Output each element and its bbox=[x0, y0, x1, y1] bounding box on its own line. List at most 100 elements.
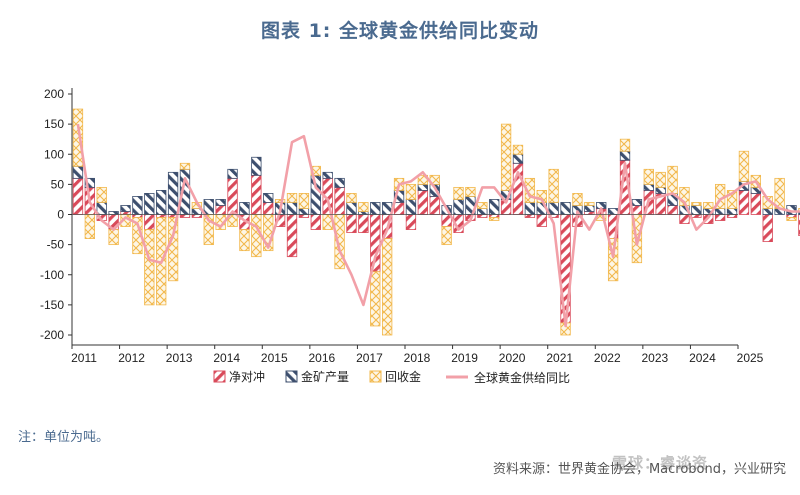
legend-label-mine_production: 金矿产量 bbox=[301, 369, 349, 384]
bar-net_hedging bbox=[298, 214, 310, 218]
bar-mine_production bbox=[417, 183, 428, 191]
bar-net_hedging bbox=[417, 189, 428, 215]
bar-recycling bbox=[405, 183, 417, 200]
bar-recycling bbox=[548, 168, 559, 203]
bar-recycling bbox=[536, 189, 547, 203]
x-tick-label: 2012 bbox=[118, 351, 145, 365]
bar-mine_production bbox=[691, 205, 702, 215]
bar-mine_production bbox=[334, 177, 345, 188]
x-tick-label: 2018 bbox=[404, 351, 431, 365]
bar-net_hedging bbox=[310, 214, 321, 230]
bar-recycling bbox=[84, 214, 95, 240]
source-note: 资料来源：世界黄金协会，Macrobond，兴业研究 bbox=[492, 462, 786, 477]
bar-recycling bbox=[703, 202, 714, 209]
bar-recycling bbox=[798, 208, 800, 212]
bar-recycling bbox=[370, 271, 381, 327]
bar-mine_production bbox=[227, 168, 238, 179]
bar-recycling bbox=[655, 171, 666, 188]
series-line-total bbox=[76, 123, 800, 328]
y-tick-label: 100 bbox=[44, 147, 64, 161]
bar-net_hedging bbox=[263, 202, 274, 215]
bar-mine_production bbox=[453, 199, 464, 215]
bar-mine_production bbox=[156, 189, 167, 215]
bar-net_hedging bbox=[393, 202, 405, 215]
bar-mine_production bbox=[298, 208, 310, 215]
bar-mine_production bbox=[607, 208, 619, 215]
bar-recycling bbox=[239, 229, 250, 252]
bar-net_hedging bbox=[429, 196, 440, 215]
bar-net_hedging bbox=[691, 214, 702, 218]
bar-mine_production bbox=[560, 202, 571, 215]
bar-net_hedging bbox=[715, 214, 726, 221]
bar-recycling bbox=[726, 189, 738, 209]
legend-swatch-net_hedging bbox=[213, 370, 226, 383]
bar-net_hedging bbox=[726, 214, 738, 218]
x-tick-label: 2023 bbox=[642, 351, 669, 365]
bar-mine_production bbox=[631, 199, 643, 206]
bar-recycling bbox=[358, 202, 369, 212]
bar-mine_production bbox=[72, 165, 84, 179]
bar-net_hedging bbox=[512, 162, 524, 215]
x-tick-label: 2011 bbox=[71, 351, 97, 365]
bar-mine_production bbox=[715, 208, 726, 215]
bar-mine_production bbox=[798, 211, 800, 215]
bar-mine_production bbox=[655, 186, 666, 194]
bar-mine_production bbox=[524, 202, 536, 215]
bar-net_hedging bbox=[405, 214, 417, 230]
y-tick-label: 50 bbox=[51, 177, 65, 191]
bar-mine_production bbox=[619, 150, 631, 161]
bar-mine_production bbox=[251, 156, 262, 176]
bar-net_hedging bbox=[358, 214, 369, 233]
bar-recycling bbox=[298, 193, 310, 209]
bar-net_hedging bbox=[227, 177, 238, 215]
y-tick-label: -50 bbox=[47, 238, 65, 252]
y-tick-label: 0 bbox=[57, 208, 64, 222]
bar-mine_production bbox=[489, 199, 500, 215]
bar-net_hedging bbox=[667, 205, 678, 215]
bar-mine_production bbox=[405, 199, 417, 215]
bar-recycling bbox=[607, 238, 619, 282]
y-tick-label: 150 bbox=[44, 117, 64, 131]
bar-net_hedging bbox=[584, 211, 595, 215]
bar-recycling bbox=[453, 186, 464, 200]
bar-mine_production bbox=[762, 208, 773, 215]
bar-recycling bbox=[144, 229, 155, 306]
bar-recycling bbox=[346, 193, 357, 203]
x-tick-label: 2020 bbox=[499, 351, 526, 365]
bar-recycling bbox=[619, 138, 631, 152]
bar-mine_production bbox=[584, 205, 595, 212]
bar-recycling bbox=[786, 217, 797, 221]
bar-recycling bbox=[465, 186, 476, 197]
bar-mine_production bbox=[120, 205, 131, 212]
x-tick-label: 2013 bbox=[166, 351, 193, 365]
bar-mine_production bbox=[726, 208, 738, 215]
bar-mine_production bbox=[346, 202, 357, 215]
bar-net_hedging bbox=[144, 214, 155, 230]
bar-net_hedging bbox=[191, 214, 203, 218]
bar-net_hedging bbox=[679, 214, 690, 224]
x-tick-label: 2019 bbox=[451, 351, 478, 365]
bar-mine_production bbox=[643, 183, 654, 191]
bar-mine_production bbox=[203, 199, 214, 215]
bar-net_hedging bbox=[762, 214, 773, 243]
y-tick-label: -100 bbox=[40, 268, 64, 282]
bar-net_hedging bbox=[489, 214, 500, 218]
bar-recycling bbox=[441, 226, 452, 246]
bar-mine_production bbox=[548, 202, 559, 215]
bar-net_hedging bbox=[286, 214, 298, 258]
bar-mine_production bbox=[144, 193, 155, 215]
bar-recycling bbox=[251, 214, 262, 258]
bar-net_hedging bbox=[750, 193, 761, 215]
bar-net_hedging bbox=[72, 177, 84, 215]
x-tick-label: 2014 bbox=[213, 351, 240, 365]
x-tick-label: 2025 bbox=[737, 351, 764, 365]
legend-label-total_line: 全球黄金供给同比 bbox=[474, 370, 570, 385]
bar-recycling bbox=[500, 123, 512, 191]
x-tick-label: 2016 bbox=[309, 351, 336, 365]
legend-swatch-mine_production bbox=[285, 370, 298, 383]
bar-net_hedging bbox=[215, 205, 226, 215]
bar-recycling bbox=[643, 168, 654, 185]
bar-net_hedging bbox=[132, 214, 143, 218]
bar-recycling bbox=[286, 193, 298, 203]
bar-recycling bbox=[524, 177, 536, 203]
